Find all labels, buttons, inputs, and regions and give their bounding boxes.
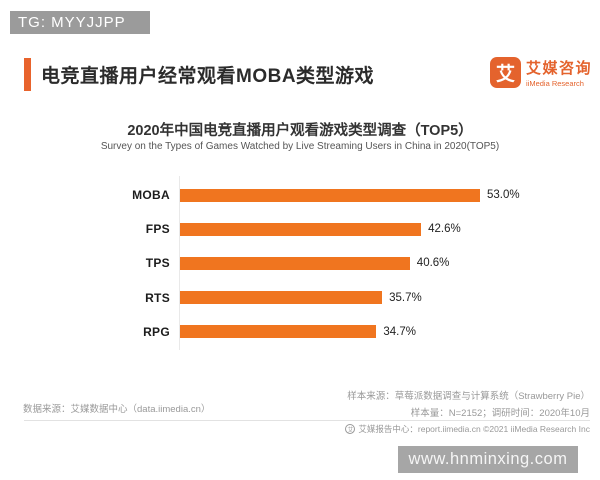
category-label: MOBA — [132, 188, 170, 203]
brand-name-en: iiMedia Research — [526, 79, 584, 88]
watermark-bottom-badge: www.hnminxing.com — [398, 446, 578, 473]
value-label: 34.7% — [383, 325, 416, 338]
bar-row-rts: RTS 35.7% — [0, 281, 600, 315]
iimedia-seal-icon: 艾 — [345, 424, 356, 434]
iimedia-logo-text: 艾媒咨询 iiMedia Research — [526, 57, 592, 88]
bar-rts — [180, 291, 383, 305]
sample-info-note: 样本量：N=2152；调研时间：2020年10月 — [410, 408, 590, 419]
bar-row-moba: MOBA 53.0% — [0, 178, 600, 212]
title-accent-bar — [24, 58, 31, 91]
iimedia-logo: 艾 艾媒咨询 iiMedia Research — [490, 57, 592, 88]
bar-rpg — [180, 325, 377, 339]
report-center-line: 艾 艾媒报告中心：report.iimedia.cn ©2021 iiMedia… — [345, 423, 590, 435]
value-label: 53.0% — [487, 189, 520, 202]
data-source-note: 数据来源：艾媒数据中心（data.iimedia.cn） — [23, 404, 211, 415]
category-label: TPS — [145, 256, 170, 271]
y-axis-line — [179, 176, 180, 350]
value-label: 35.7% — [389, 291, 422, 304]
bar-chart: MOBA 53.0% FPS 42.6% TPS 40.6% RTS 35.7%… — [0, 178, 600, 349]
watermark-top-badge: TG: MYYJJPP — [10, 11, 150, 34]
page-title: 电竞直播用户经常观看MOBA类型游戏 — [41, 66, 375, 87]
footer-divider — [24, 420, 590, 421]
bar-row-rpg: RPG 34.7% — [0, 315, 600, 349]
report-center-text: 艾媒报告中心：report.iimedia.cn ©2021 iiMedia R… — [358, 424, 590, 434]
iimedia-logo-icon: 艾 — [490, 57, 521, 88]
chart-subtitle: Survey on the Types of Games Watched by … — [100, 141, 500, 152]
bar-row-tps: TPS 40.6% — [0, 246, 600, 280]
bar-moba — [180, 188, 480, 202]
chart-title: 2020年中国电竞直播用户观看游戏类型调查（TOP5） — [127, 123, 473, 139]
category-label: RTS — [145, 290, 170, 305]
brand-name-cn: 艾媒咨询 — [526, 60, 593, 77]
category-label: RPG — [143, 324, 170, 339]
category-label: FPS — [145, 222, 170, 237]
bar-row-fps: FPS 42.6% — [0, 212, 600, 246]
value-label: 42.6% — [428, 223, 461, 236]
bar-tps — [180, 256, 410, 270]
sample-source-note: 样本来源：草莓派数据调查与计算系统（Strawberry Pie） — [347, 391, 590, 402]
bar-fps — [180, 222, 422, 236]
value-label: 40.6% — [416, 257, 450, 270]
